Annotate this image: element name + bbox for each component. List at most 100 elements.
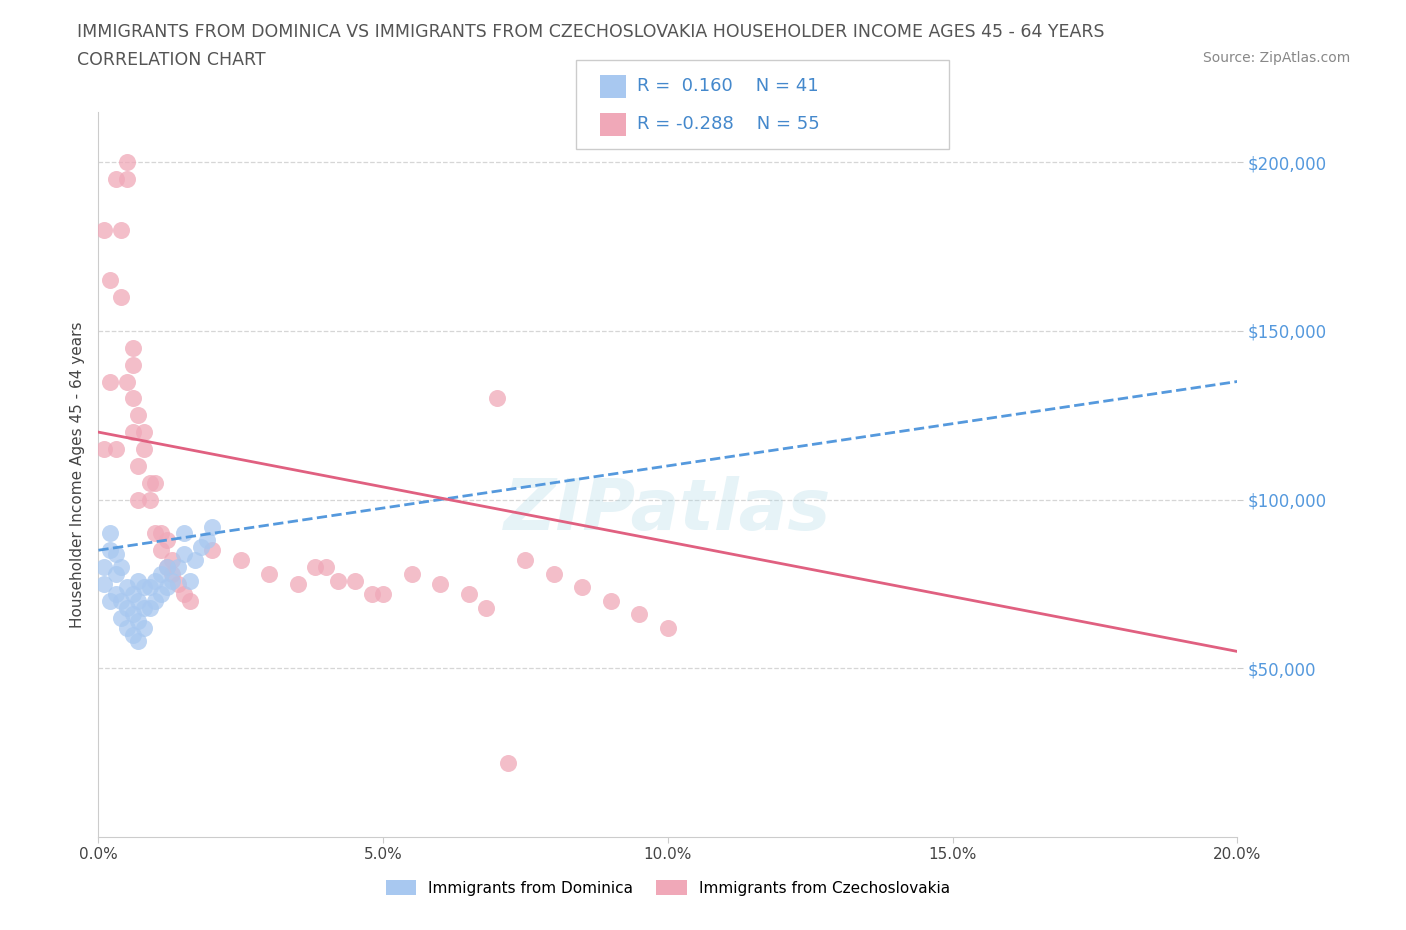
Point	[162, 573, 184, 588]
Point	[150, 587, 173, 602]
Text: R =  0.160    N = 41: R = 0.160 N = 41	[637, 77, 818, 95]
Point	[138, 600, 160, 615]
Point	[110, 560, 132, 575]
Point	[138, 580, 160, 595]
Point	[167, 560, 190, 575]
Point	[121, 391, 143, 405]
Point	[145, 573, 167, 588]
Point	[360, 587, 382, 602]
Point	[127, 458, 149, 473]
Point	[150, 525, 173, 540]
Text: IMMIGRANTS FROM DOMINICA VS IMMIGRANTS FROM CZECHOSLOVAKIA HOUSEHOLDER INCOME AG: IMMIGRANTS FROM DOMINICA VS IMMIGRANTS F…	[77, 23, 1105, 41]
Point	[145, 475, 167, 490]
Point	[132, 620, 155, 635]
Point	[401, 566, 423, 581]
Point	[115, 620, 138, 635]
Point	[190, 539, 212, 554]
Point	[115, 154, 138, 169]
Point	[98, 272, 121, 287]
Point	[93, 560, 115, 575]
Point	[115, 600, 138, 615]
Point	[304, 560, 326, 575]
Point	[145, 525, 167, 540]
Point	[132, 600, 155, 615]
Point	[229, 553, 252, 568]
Point	[571, 580, 593, 595]
Point	[104, 546, 127, 561]
Point	[600, 593, 623, 608]
Point	[145, 593, 167, 608]
Point	[184, 553, 207, 568]
Point	[127, 492, 149, 507]
Point	[173, 587, 195, 602]
Point	[138, 475, 160, 490]
Point	[110, 593, 132, 608]
Point	[373, 587, 395, 602]
Point	[150, 566, 173, 581]
Point	[98, 543, 121, 558]
Point	[110, 610, 132, 625]
Point	[127, 408, 149, 423]
Point	[179, 593, 201, 608]
Point	[98, 525, 121, 540]
Point	[628, 607, 651, 622]
Point	[115, 172, 138, 187]
Point	[132, 580, 155, 595]
Point	[104, 172, 127, 187]
Point	[326, 573, 349, 588]
Point	[173, 546, 195, 561]
Point	[93, 222, 115, 237]
Point	[127, 593, 149, 608]
Point	[93, 442, 115, 457]
Point	[138, 492, 160, 507]
Point	[657, 620, 679, 635]
Point	[121, 607, 143, 622]
Point	[201, 519, 224, 534]
Point	[127, 614, 149, 629]
Point	[543, 566, 565, 581]
Point	[121, 425, 143, 440]
Point	[457, 587, 479, 602]
Text: R = -0.288    N = 55: R = -0.288 N = 55	[637, 114, 820, 133]
Point	[156, 580, 179, 595]
Point	[110, 290, 132, 305]
Point	[259, 566, 281, 581]
Point	[121, 627, 143, 642]
Point	[167, 577, 190, 591]
Point	[156, 560, 179, 575]
Point	[127, 573, 149, 588]
Point	[173, 525, 195, 540]
Point	[132, 425, 155, 440]
Point	[156, 533, 179, 548]
Point	[515, 553, 537, 568]
Point	[104, 566, 127, 581]
Point	[201, 543, 224, 558]
Text: CORRELATION CHART: CORRELATION CHART	[77, 51, 266, 69]
Point	[98, 374, 121, 389]
Point	[287, 577, 309, 591]
Point	[121, 340, 143, 355]
Point	[179, 573, 201, 588]
Point	[132, 442, 155, 457]
Point	[104, 442, 127, 457]
Text: Source: ZipAtlas.com: Source: ZipAtlas.com	[1202, 51, 1350, 65]
Point	[121, 587, 143, 602]
Point	[115, 580, 138, 595]
Legend: Immigrants from Dominica, Immigrants from Czechoslovakia: Immigrants from Dominica, Immigrants fro…	[380, 873, 956, 902]
Point	[121, 357, 143, 372]
Point	[474, 600, 496, 615]
Point	[115, 374, 138, 389]
Point	[93, 577, 115, 591]
Text: ZIPatlas: ZIPatlas	[505, 476, 831, 545]
Point	[162, 566, 184, 581]
Point	[498, 755, 520, 770]
Point	[486, 391, 509, 405]
Point	[127, 634, 149, 649]
Y-axis label: Householder Income Ages 45 - 64 years: Householder Income Ages 45 - 64 years	[69, 321, 84, 628]
Point	[156, 560, 179, 575]
Point	[315, 560, 337, 575]
Point	[150, 543, 173, 558]
Point	[343, 573, 366, 588]
Point	[429, 577, 451, 591]
Point	[110, 222, 132, 237]
